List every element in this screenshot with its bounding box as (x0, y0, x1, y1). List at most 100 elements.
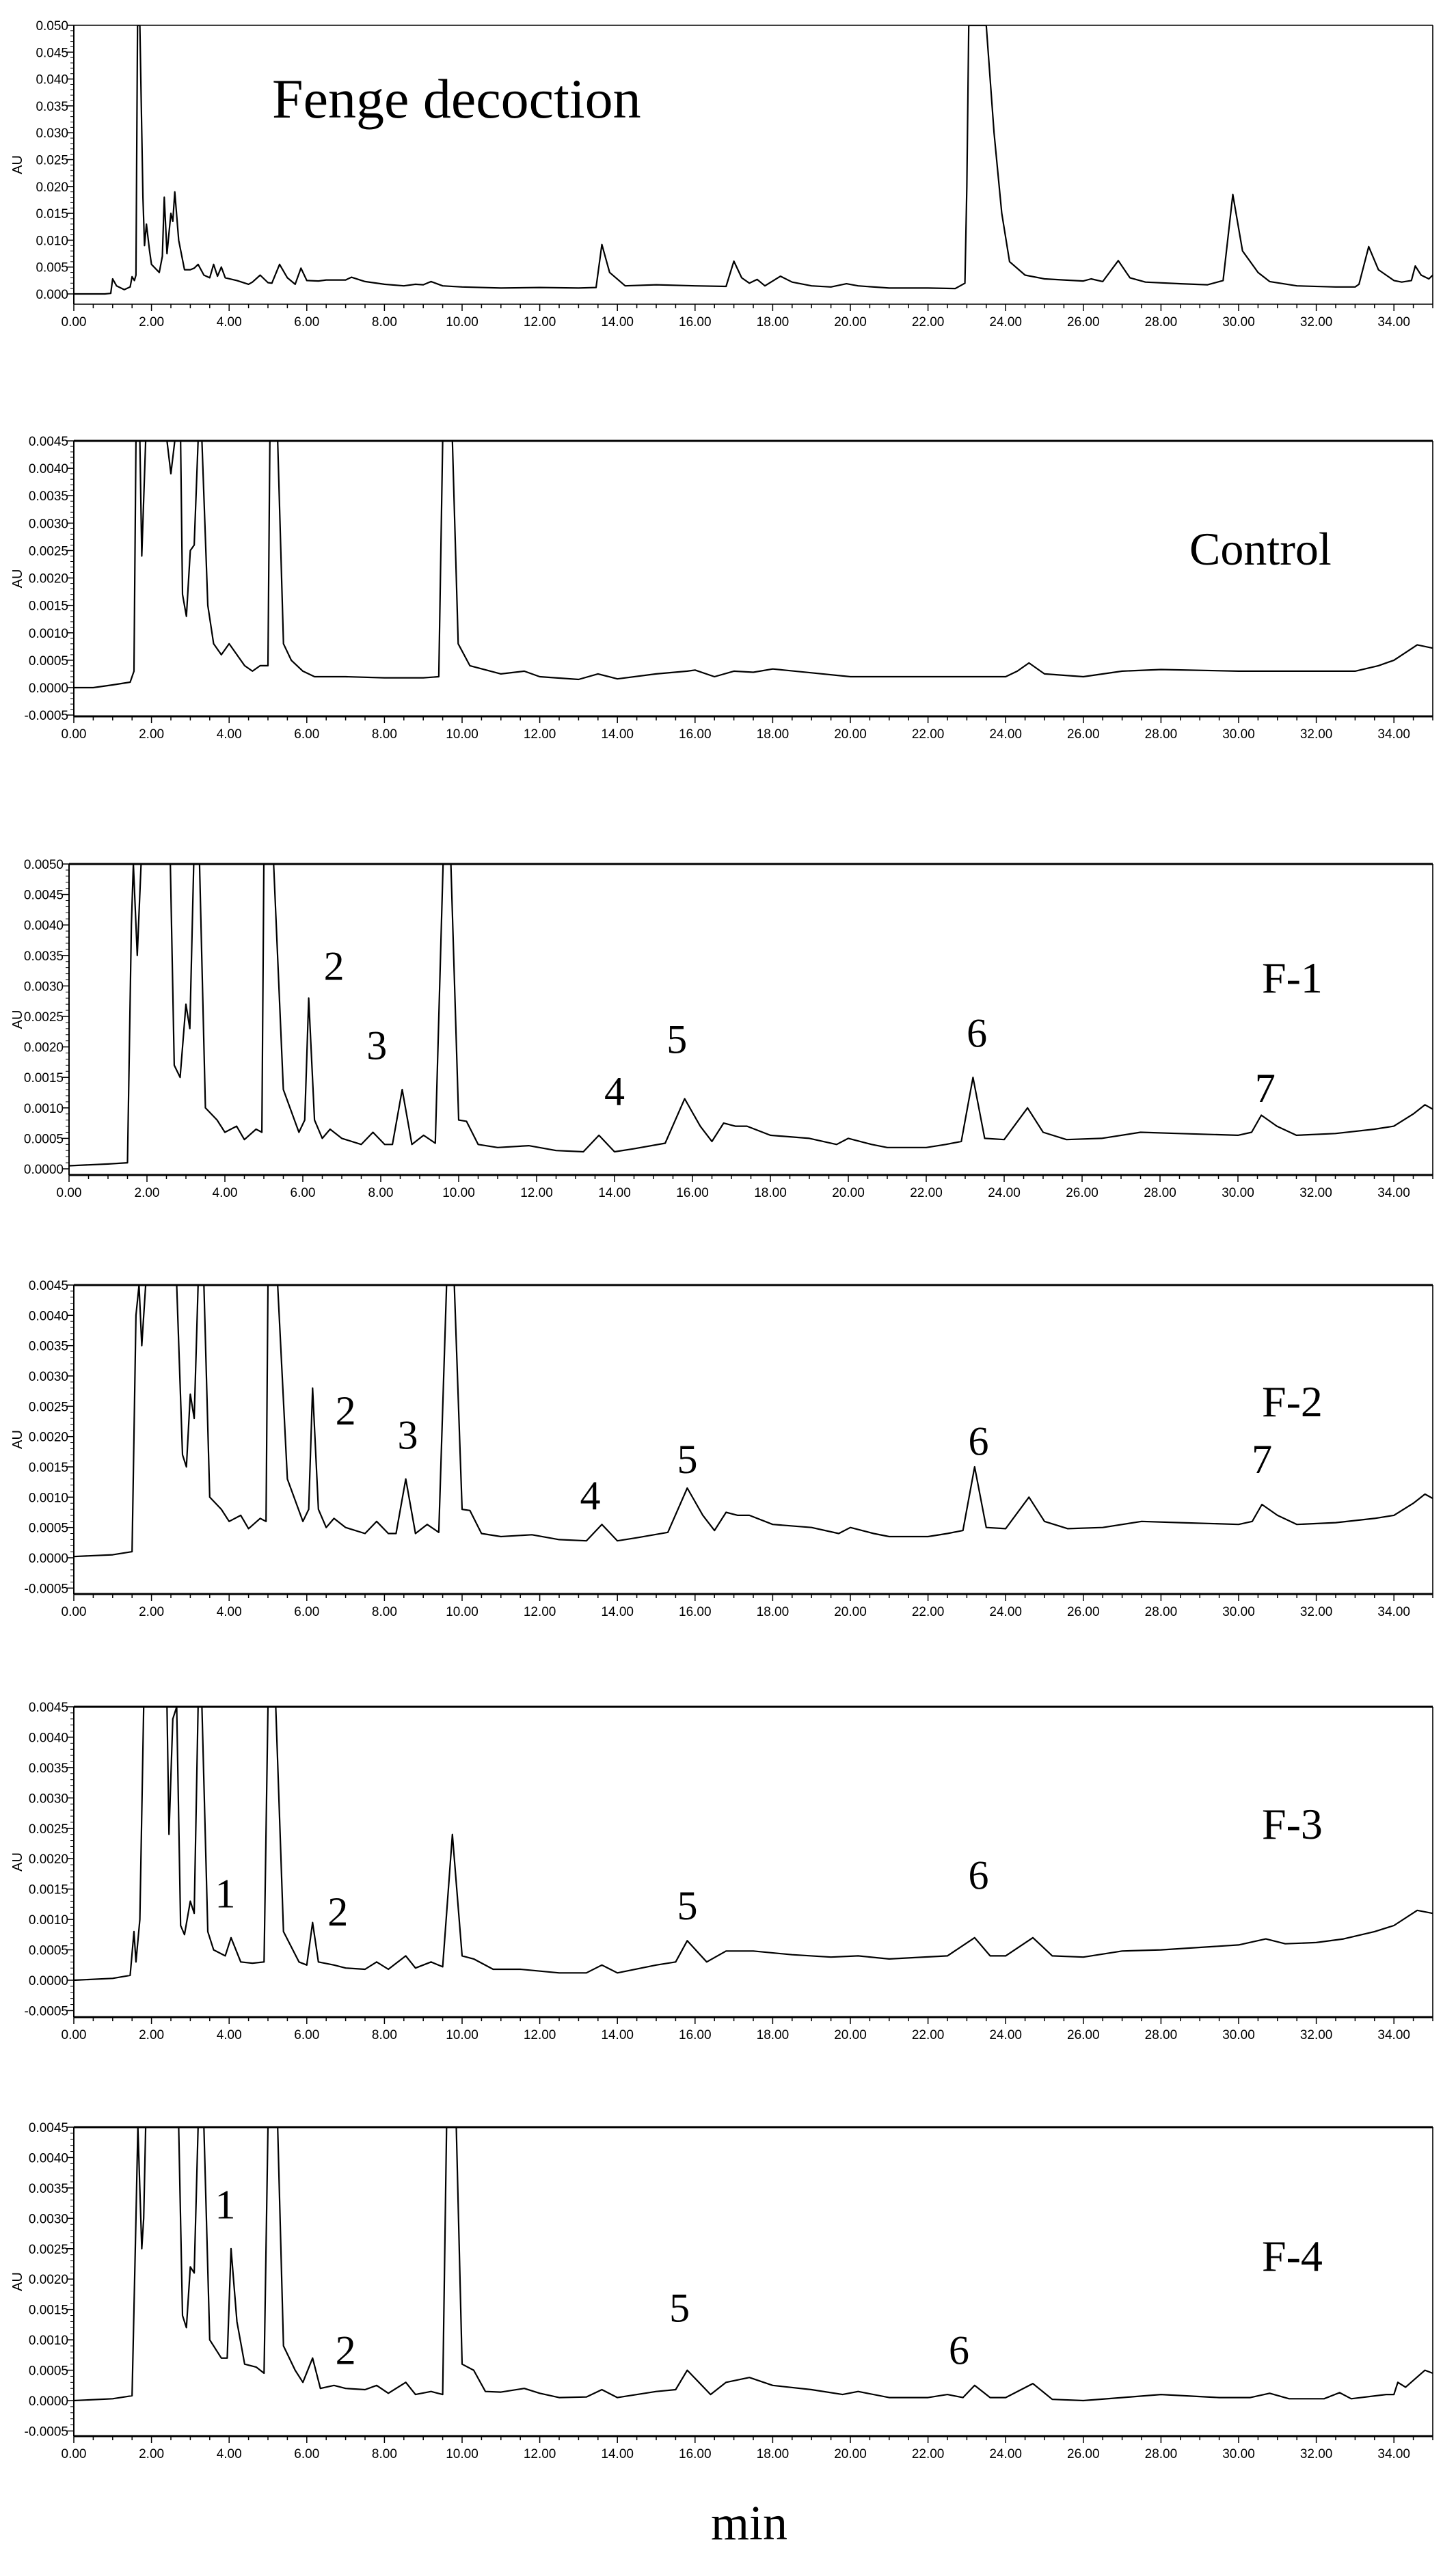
x-tick-label: 14.00 (601, 2447, 634, 2461)
y-tick-label: 0.0000 (29, 2394, 68, 2409)
x-tick-label: 10.00 (446, 2028, 478, 2042)
x-tick-label: 26.00 (1066, 1186, 1098, 1200)
y-tick-label: 0.0010 (29, 1491, 68, 1505)
x-tick-label: 10.00 (446, 1605, 478, 1619)
peak-label: 3 (366, 1023, 387, 1068)
x-tick-label: 22.00 (912, 315, 945, 329)
x-tick-label: 32.00 (1300, 727, 1333, 742)
x-tick-label: 12.00 (524, 315, 556, 329)
x-tick-label: 22.00 (910, 1186, 943, 1200)
y-tick-label: 0.035 (36, 100, 68, 114)
x-tick-label: 14.00 (598, 1186, 631, 1200)
x-tick-label: 28.00 (1145, 1605, 1178, 1619)
y-tick-label: 0.0045 (24, 889, 64, 903)
y-tick-label: 0.000 (36, 288, 68, 302)
chromatogram-trace (74, 25, 1433, 295)
chromatogram-trace (74, 2127, 1433, 2402)
panel-title: F-1 (1262, 954, 1323, 1002)
y-tick-label: 0.0025 (29, 2243, 68, 2257)
y-tick-label: 0.0005 (29, 2364, 68, 2379)
x-tick-label: 4.00 (217, 315, 242, 329)
y-axis-label: AU (10, 1010, 25, 1029)
panel-title: F-2 (1262, 1377, 1323, 1426)
x-tick-label: 10.00 (446, 727, 478, 742)
y-tick-label: 0.0010 (29, 1913, 68, 1928)
peak-label: 2 (324, 943, 345, 988)
x-tick-label: 24.00 (989, 1605, 1022, 1619)
y-tick-label: -0.0005 (25, 709, 68, 723)
y-tick-label: 0.0035 (29, 489, 68, 504)
y-tick-label: 0.0020 (29, 1431, 68, 1445)
y-axis-label: AU (10, 1852, 25, 1872)
x-tick-label: 6.00 (294, 727, 319, 742)
chromatogram-trace (74, 1707, 1433, 1982)
x-tick-label: 24.00 (989, 2447, 1022, 2461)
x-tick-label: 30.00 (1222, 727, 1255, 742)
x-tick-label: 18.00 (757, 1605, 790, 1619)
peak-label: 2 (336, 1388, 356, 1433)
y-tick-label: 0.0015 (29, 2304, 68, 2318)
chromatogram-panel-0: 0.000 0.005 0.010 0.015 0.020 0.025 0.030 0.035… (10, 19, 1433, 329)
y-tick-label: 0.0015 (29, 1883, 68, 1898)
y-axis-label: AU (10, 1430, 25, 1449)
peak-label: 1 (215, 2182, 236, 2227)
peak-label: 1 (215, 1871, 236, 1916)
chromatogram-trace (74, 441, 1433, 689)
x-tick-label: 2.00 (139, 2447, 164, 2461)
x-tick-label: 20.00 (832, 1186, 865, 1200)
peak-label: 3 (397, 1412, 418, 1457)
x-tick-label: 12.00 (524, 2028, 556, 2042)
chromatogram-panel-1: -0.0005 0.0000 0.0005 0.0010 0.0015 0.0020 0.0… (10, 435, 1433, 742)
x-tick-label: 12.00 (520, 1186, 553, 1200)
y-tick-label: -0.0005 (25, 1582, 68, 1596)
chromatogram-panel-3: -0.0005 0.0000 0.0005 0.0010 0.0015 0.0020 0.0… (10, 1279, 1433, 1619)
x-tick-label: 2.00 (139, 727, 164, 742)
x-tick-label: 0.00 (62, 315, 87, 329)
chromatogram-panel-5: -0.00050.00000.00050.00100.00150.00200.0… (10, 2121, 1433, 2461)
x-tick-label: 22.00 (912, 2028, 945, 2042)
x-tick-label: 34.00 (1377, 1605, 1410, 1619)
y-tick-label: 0.0035 (24, 949, 64, 964)
x-tick-label: 6.00 (294, 1605, 319, 1619)
x-tick-label: 28.00 (1145, 315, 1178, 329)
y-tick-label: 0.0010 (24, 1102, 64, 1116)
y-tick-label: 0.0045 (29, 435, 68, 449)
peak-label: 5 (677, 1883, 697, 1928)
peak-label: 6 (968, 1418, 988, 1463)
y-tick-label: 0.0030 (29, 1370, 68, 1384)
x-tick-label: 10.00 (446, 2447, 478, 2461)
y-tick-label: 0.0035 (29, 1761, 68, 1776)
y-tick-label: 0.0010 (29, 2334, 68, 2348)
y-tick-label: 0.0000 (29, 681, 68, 696)
x-tick-label: 34.00 (1377, 1186, 1410, 1200)
y-tick-label: 0.0040 (24, 919, 64, 933)
x-tick-label: 28.00 (1145, 2447, 1178, 2461)
x-tick-label: 18.00 (754, 1186, 787, 1200)
y-tick-label: 0.0005 (29, 654, 68, 668)
y-tick-label: 0.0010 (29, 627, 68, 641)
peak-label: 4 (604, 1068, 625, 1113)
x-tick-label: 6.00 (294, 2028, 319, 2042)
x-tick-label: 8.00 (372, 2447, 397, 2461)
y-tick-label: 0.0025 (29, 1822, 68, 1837)
x-tick-label: 30.00 (1222, 2447, 1255, 2461)
peak-label: 5 (677, 1437, 697, 1482)
y-tick-label: 0.0035 (29, 2182, 68, 2196)
x-tick-label: 26.00 (1067, 727, 1100, 742)
y-tick-label: 0.0005 (24, 1132, 64, 1146)
x-tick-label: 22.00 (912, 1605, 945, 1619)
x-tick-label: 8.00 (372, 1605, 397, 1619)
y-tick-label: 0.010 (36, 234, 68, 248)
peak-label: 6 (949, 2328, 969, 2373)
x-tick-label: 0.00 (62, 2447, 87, 2461)
x-tick-label: 24.00 (989, 2028, 1022, 2042)
x-tick-label: 20.00 (834, 315, 867, 329)
panel-title: Control (1189, 523, 1332, 575)
y-tick-label: 0.015 (36, 207, 68, 221)
x-tick-label: 20.00 (834, 2447, 867, 2461)
x-tick-label: 34.00 (1377, 315, 1410, 329)
x-tick-label: 0.00 (62, 727, 87, 742)
x-tick-label: 4.00 (217, 727, 242, 742)
chromatogram-panel-2: 0.00000.00050.00100.00150.00200.00250.00… (10, 858, 1433, 1200)
x-tick-label: 28.00 (1145, 2028, 1178, 2042)
